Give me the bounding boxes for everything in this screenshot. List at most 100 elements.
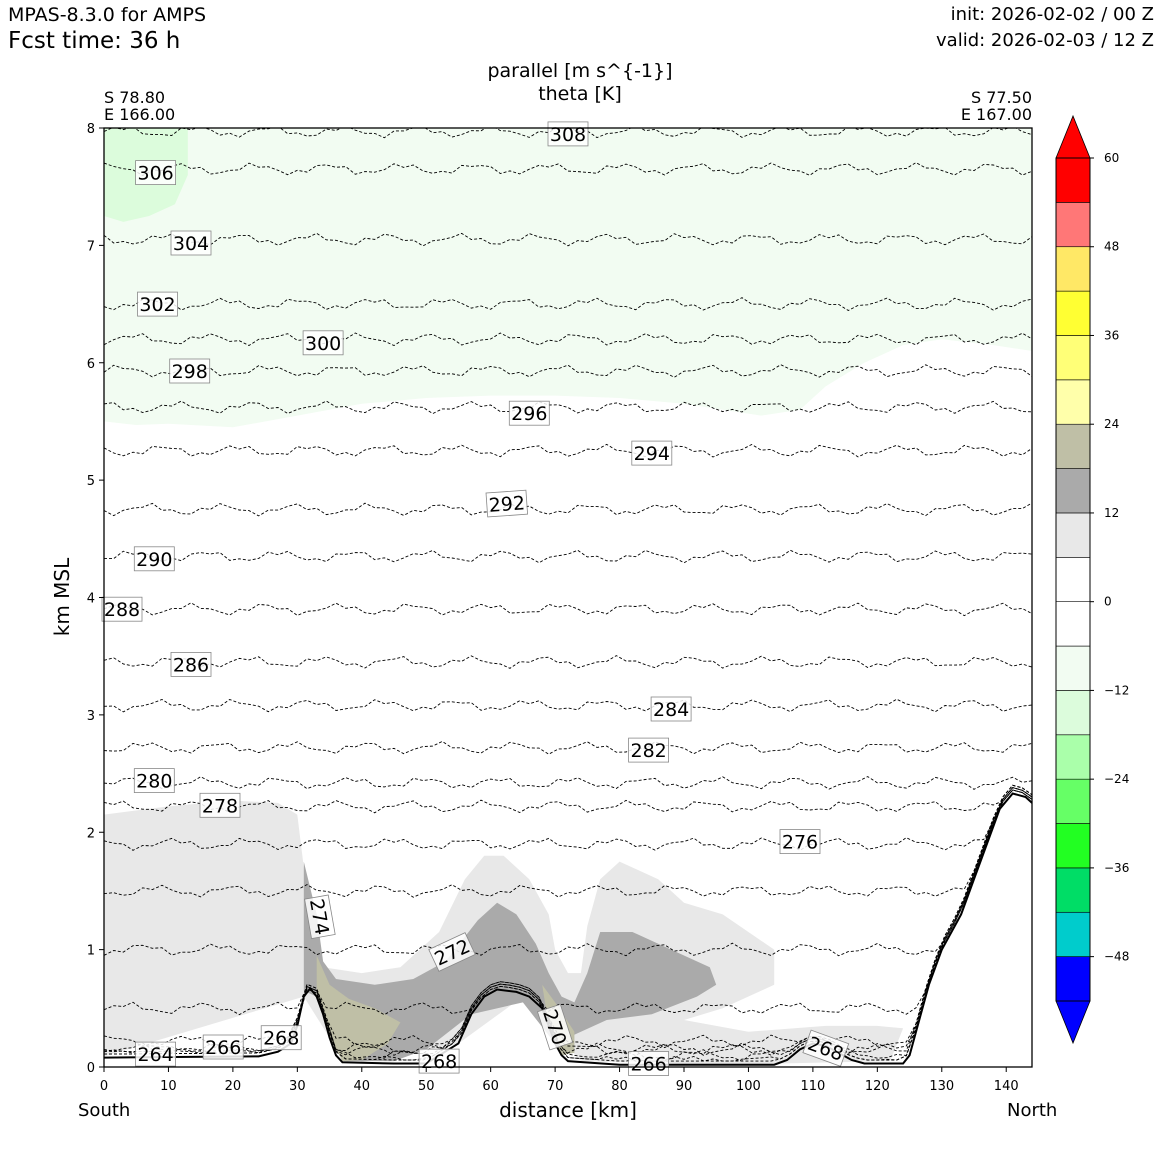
colorbar-tick-label: 0 [1104,595,1112,609]
colorbar-segment [1055,601,1091,647]
model-name: MPAS-8.3.0 for AMPS [8,4,207,26]
contour-label-text: 266 [205,1037,241,1059]
contour-label-box [260,1025,302,1051]
x-tick-label: 140 [994,1079,1019,1094]
colorbar: 60 48 36 24 12 0 −12 −24 −36 −48 [1055,114,1129,1045]
contour-label-box [170,230,212,256]
contour-label-text: 278 [202,795,238,817]
contour-label: 288 [101,596,143,622]
contour-label-box [135,160,177,186]
colorbar-segment [1055,911,1091,957]
colorbar-extend-bottom [1055,1000,1091,1045]
colorbar-tick-label: −48 [1104,950,1129,964]
contour-label: 280 [133,768,175,793]
contour-label: 266 [202,1034,244,1060]
y-tick-label: 7 [87,239,95,254]
theta-contour [104,232,1032,247]
contour-label: 306 [135,160,177,186]
theta-contour [104,740,1032,755]
colorbar-segment [1055,557,1091,602]
contour-label-box [650,696,692,722]
contour-label-box [101,596,143,622]
contour-label-layer: 308 306 304 302 300 298 296 294 292 290 288 286 284 2… [101,121,850,1076]
colorbar-tick-label: 36 [1104,328,1119,342]
contour-label-box [485,489,529,518]
terrain-layer [104,792,1032,1066]
x-tick-label: 50 [418,1079,435,1094]
colorbar-segment [1055,202,1091,248]
theta-contour [104,502,1032,517]
x-axis-label: distance [km] [499,1098,637,1122]
contour-label: 270 [537,1003,574,1051]
contour-label-box [802,1029,850,1067]
contour-label-box [631,440,673,466]
valid-time: valid: 2026-02-03 / 12 Z [936,30,1154,51]
colorbar-tick-label: 24 [1104,417,1119,431]
theta-contour [104,789,1032,957]
chart-title: parallel [m s^{-1}] [487,60,673,82]
colorbar-segment [1055,335,1091,381]
theta-contour [104,549,1032,564]
chart-subtitle: theta [K] [538,83,622,105]
contour-label-text: 304 [173,233,209,255]
contour-label: 264 [135,1041,177,1067]
init-time: init: 2026-02-02 / 00 Z [950,4,1154,25]
fill-region [104,128,1032,428]
contour-label: 276 [779,829,821,854]
contour-label: 292 [485,489,529,518]
terrain-line [104,792,1032,1066]
contour-label-text: 300 [305,333,341,355]
colorbar-frame [1055,157,1091,1002]
x-tick-label: 0 [100,1079,108,1094]
theta-contour [104,787,1032,1057]
end-latitude: S 77.50 [970,88,1032,107]
x-tick-label: 60 [482,1079,499,1094]
contour-label-text: 308 [550,124,586,146]
contour-label: 284 [650,696,692,722]
contour-label-box [628,737,669,763]
colorbar-tick-label: −24 [1104,772,1129,786]
x-tick-label: 70 [547,1079,564,1094]
theta-contour [104,364,1032,378]
contour-label-text: 284 [653,699,689,721]
theta-contour [104,789,1032,814]
theta-contour [104,162,1032,177]
theta-contour [104,789,1032,1062]
y-tick-label: 2 [87,826,95,841]
contour-label-box [302,330,344,356]
contour-label-box [133,546,175,572]
contour-label-text: 286 [173,654,209,676]
x-tick-label: 100 [736,1079,761,1094]
theta-contour [104,128,1032,139]
contour-label-box [199,792,241,818]
x-tick-label: 10 [160,1079,177,1094]
contour-label-text: 282 [630,740,666,762]
colorbar-segment [1055,512,1091,558]
colorbar-segment [1055,423,1091,469]
contour-label-box [169,358,211,384]
contour-label-box [170,652,212,677]
colorbar-segment [1055,734,1091,780]
colorbar-segment [1055,468,1091,514]
contour-label-box [537,1003,574,1051]
contour-label-box [508,400,550,426]
contour-label: 268 [260,1025,302,1051]
contour-label-box [779,829,821,854]
colorbar-tick-label: −36 [1104,861,1129,875]
theta-contour [104,784,1032,898]
contour-label: 266 [628,1051,669,1076]
contour-label-text: 290 [136,549,172,571]
contour-label-box [428,932,476,972]
contour-label-box [202,1034,244,1060]
contour-label-text: 302 [139,294,175,316]
x-tick-label: 130 [929,1079,954,1094]
contour-label: 308 [547,121,589,147]
contour-label-text: 268 [263,1028,299,1050]
colorbar-segment [1055,246,1091,292]
contour-label: 294 [631,440,673,466]
contour-label: 274 [304,894,336,940]
contour-label-text: 298 [172,361,208,383]
contour-label: 298 [169,358,211,384]
theta-contour [104,443,1032,458]
